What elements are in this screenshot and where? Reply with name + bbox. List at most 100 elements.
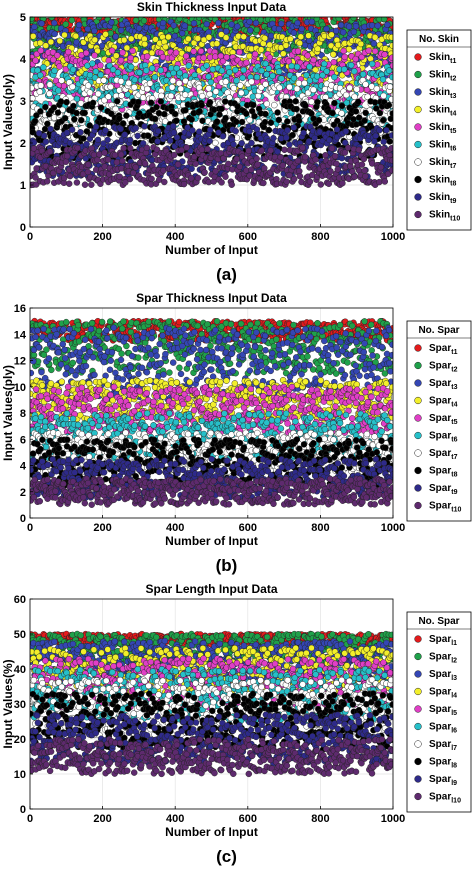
data-point — [155, 109, 163, 117]
data-point — [148, 65, 156, 72]
data-point — [261, 34, 269, 42]
data-point — [157, 98, 165, 105]
data-point — [171, 32, 179, 40]
data-point — [129, 47, 136, 55]
data-point — [292, 98, 299, 105]
data-point — [373, 85, 381, 93]
data-point — [117, 151, 125, 158]
data-point — [215, 19, 222, 27]
data-point — [368, 22, 376, 29]
data-point — [293, 85, 301, 93]
data-point — [267, 147, 274, 154]
data-point — [77, 129, 84, 136]
data-point — [169, 122, 177, 130]
data-point — [222, 27, 230, 35]
data-point — [380, 138, 387, 145]
data-point — [388, 54, 393, 61]
data-point — [196, 107, 203, 115]
data-point — [238, 89, 245, 97]
data-point — [290, 74, 298, 82]
data-point — [262, 110, 269, 118]
data-point — [294, 48, 302, 55]
data-point — [246, 116, 253, 124]
data-point — [117, 125, 124, 133]
data-point — [105, 93, 112, 100]
data-point — [314, 98, 321, 106]
data-point — [112, 105, 119, 113]
data-point — [350, 17, 357, 21]
data-point — [302, 102, 309, 109]
data-point — [278, 75, 285, 82]
data-point — [280, 50, 287, 57]
data-point — [30, 17, 35, 22]
data-point — [380, 92, 387, 100]
data-point — [177, 85, 185, 93]
data-point — [44, 120, 51, 128]
data-point — [293, 63, 301, 71]
data-point — [383, 126, 390, 134]
data-point — [189, 127, 196, 134]
data-point — [371, 138, 378, 145]
data-point — [75, 21, 83, 29]
data-point — [89, 60, 96, 67]
data-point — [329, 109, 336, 117]
data-point — [190, 48, 197, 55]
data-point — [334, 41, 342, 49]
data-point — [37, 108, 44, 115]
data-point — [116, 115, 123, 122]
data-point — [40, 132, 48, 140]
data-point — [135, 98, 142, 106]
data-point — [91, 52, 98, 59]
data-point — [293, 105, 300, 113]
data-points — [30, 17, 393, 189]
data-point — [300, 129, 307, 137]
data-point — [82, 49, 90, 57]
data-point — [386, 83, 393, 91]
data-point — [194, 174, 202, 182]
data-point — [68, 17, 76, 24]
data-point — [135, 25, 143, 32]
data-point — [323, 68, 330, 75]
data-point — [212, 53, 219, 60]
data-point — [352, 108, 360, 115]
data-point — [206, 126, 214, 134]
data-point — [218, 67, 226, 74]
data-point — [127, 35, 135, 43]
data-point — [251, 112, 258, 120]
data-point — [290, 175, 298, 183]
data-point — [295, 117, 303, 125]
data-point — [306, 63, 313, 71]
data-point — [328, 145, 336, 152]
data-point — [275, 25, 283, 33]
data-point — [283, 178, 290, 186]
data-point — [181, 22, 189, 30]
data-point — [283, 134, 290, 141]
data-point — [143, 53, 151, 60]
data-point — [381, 51, 388, 58]
data-point — [127, 63, 135, 71]
data-point — [61, 115, 69, 122]
data-point — [388, 34, 393, 41]
data-point — [154, 138, 161, 145]
data-point — [357, 40, 365, 48]
data-point — [118, 92, 125, 99]
data-point — [240, 33, 247, 40]
data-point — [151, 73, 159, 81]
data-point — [127, 54, 134, 62]
data-point — [38, 20, 45, 27]
data-point — [171, 110, 179, 118]
data-point — [270, 134, 277, 142]
data-point — [142, 67, 150, 74]
data-point — [288, 62, 295, 70]
data-point — [61, 31, 68, 39]
data-point — [388, 125, 393, 132]
data-point — [50, 104, 58, 111]
data-point — [297, 33, 305, 41]
data-point — [380, 17, 388, 23]
data-point — [167, 92, 175, 100]
data-point — [278, 20, 285, 27]
data-point — [104, 136, 111, 144]
data-point — [172, 49, 180, 56]
data-point — [123, 112, 130, 119]
